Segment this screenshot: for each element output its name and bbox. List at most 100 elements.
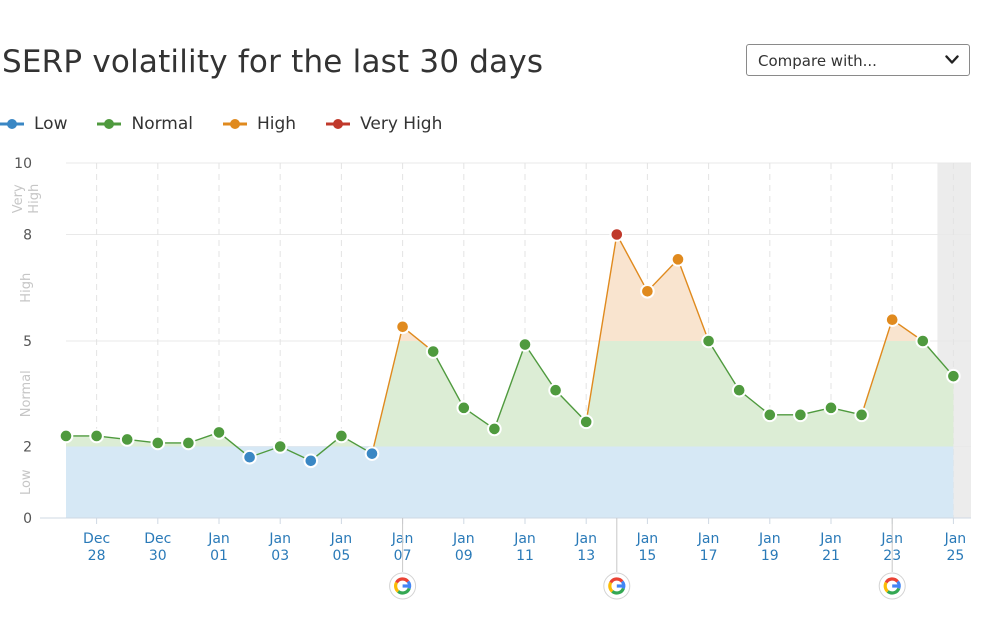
x-tick-label: Jan 25 [944,531,967,564]
x-tick-month: Dec [83,531,110,547]
compare-dropdown[interactable]: Compare with... [746,44,970,76]
y-tick-label: 2 [23,440,32,456]
x-tick-day: 25 [946,548,964,564]
low-band-fill [66,446,954,518]
legend-item-low[interactable]: Low [0,114,67,134]
data-point [548,382,563,398]
data-point [946,368,961,384]
x-tick-month: Dec [144,531,171,547]
google-icon-arc [395,577,410,584]
google-icon-arc [611,587,625,595]
legend-item-high[interactable]: High [223,114,296,134]
x-tick-day: 11 [516,548,534,564]
legend-item-very-high[interactable]: Very High [326,114,442,134]
series-line-segment [646,258,679,292]
band-label: Low [19,469,34,495]
legend-label-low: Low [34,114,68,134]
x-tick-label: Jan 13 [574,531,597,564]
x-tick-label: Jan 09 [452,531,475,564]
legend-item-normal[interactable]: Normal [97,114,193,134]
band-label-group: High [19,273,34,303]
x-tick-month: Jan [268,531,291,547]
x-tick-label: Jan 17 [697,531,720,564]
y-tick-label: 5 [23,334,32,350]
data-point [425,344,441,359]
band-label-group: Normal [19,370,34,417]
x-tick-day: 19 [761,548,779,564]
x-tick-day: 05 [332,548,350,564]
data-point [762,407,778,423]
data-point [578,414,594,430]
x-tick-day: 15 [638,548,656,564]
x-tick-day: 13 [577,548,595,564]
chevron-down-icon [945,55,959,64]
google-icon [878,572,906,600]
data-point [211,425,227,440]
data-point [823,400,839,416]
google-icon-arc [883,581,889,593]
google-icon [603,572,631,600]
data-point [517,337,533,352]
data-point [456,400,472,416]
x-tick-label: Jan 03 [268,531,291,564]
data-point [701,333,716,349]
series-line-segment [708,340,740,391]
legend-label-high: High [257,114,297,134]
data-point [609,227,625,242]
band-label-group: Low [19,469,34,495]
x-tick-label: Jan 05 [330,531,353,564]
x-tick-day: 21 [822,548,840,564]
x-tick-day: 30 [149,548,167,564]
series-line-segment [432,351,465,409]
data-point [242,449,257,465]
data-point [395,319,410,335]
x-tick-label: Jan 19 [758,531,781,564]
legend-marker-high [223,119,247,129]
normal-area-fill [66,341,954,447]
data-point [150,435,166,451]
data-point [884,312,900,328]
google-icon-arc [397,587,411,595]
legend-label-normal: Normal [131,114,193,134]
series-line-segment [922,340,954,377]
series-line-segment [371,326,404,454]
x-tick-month: Jan [819,531,842,547]
y-tick-label: 0 [23,511,32,527]
y-tick-label: 8 [23,228,32,244]
x-tick-month: Jan [944,531,967,547]
x-tick-label: Jan 21 [819,531,842,564]
page-title: SERP volatility for the last 30 days [2,44,544,80]
x-tick-day: 28 [88,548,106,564]
data-point [303,453,319,469]
google-icon-arc [884,577,899,584]
google-icon-bar [616,584,625,588]
legend-marker-very-high [326,119,351,129]
data-point [272,439,288,454]
x-tick-label: Jan 15 [636,531,659,564]
series-line-segment [524,344,557,391]
data-point [119,432,135,447]
google-icon-bar [892,584,900,588]
google-icon-arc [608,581,614,593]
x-tick-month: Jan [636,531,659,547]
y-tick-label: 10 [14,156,32,172]
x-tick-label: Dec 30 [144,531,171,564]
x-tick-label: Jan 11 [513,531,536,564]
data-point [854,407,869,423]
data-point [364,446,380,461]
series-line-segment [493,344,526,430]
band-label: Very [11,184,26,213]
data-point [793,407,808,423]
series-line-segment [616,234,649,292]
band-label-group: Very High [11,184,42,214]
legend-marker-low [0,119,24,129]
chart-legend: Low Normal High Very High [0,114,472,134]
x-tick-month: Jan [574,531,597,547]
series-line-segment [555,389,587,423]
series-line-segment [677,259,710,342]
x-tick-day: 17 [700,548,718,564]
x-tick-month: Jan [330,531,353,547]
data-point [487,421,502,437]
band-label: Normal [19,370,34,417]
